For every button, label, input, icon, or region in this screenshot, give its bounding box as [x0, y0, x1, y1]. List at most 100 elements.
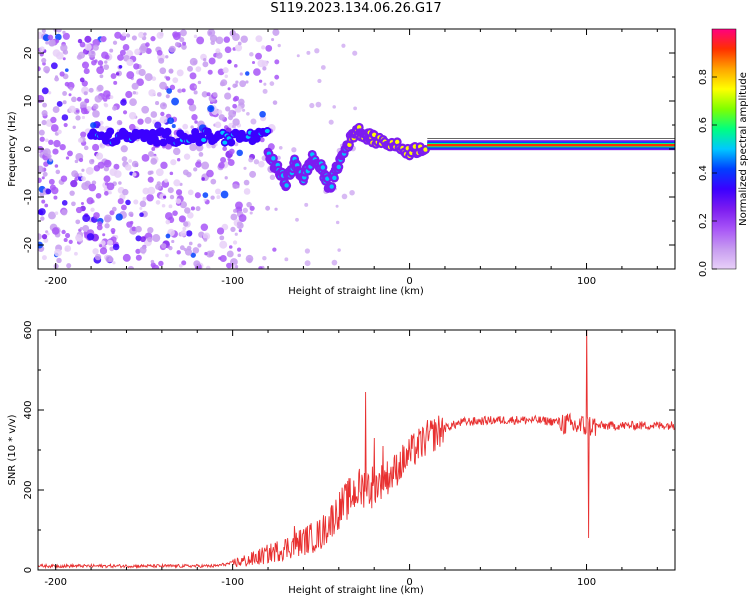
spectrogram-noise-blob — [77, 137, 83, 143]
spectrogram-noise-blob — [167, 187, 174, 194]
spectrogram-noise-blob — [117, 54, 124, 61]
spectrogram-noise-blob — [232, 103, 238, 109]
spectrogram-noise-blob — [261, 60, 269, 67]
spectrogram-noise-blob — [317, 78, 322, 84]
spectrogram-noise-blob — [53, 195, 58, 200]
spectrogram-noise-blob — [61, 200, 68, 206]
spectrogram-noise-blob — [224, 74, 229, 79]
spectrogram-noise-blob — [156, 181, 162, 186]
spectrogram-noise-blob — [228, 115, 233, 121]
spectrogram-noise-blob — [158, 260, 164, 267]
spectrogram-noise-blob — [80, 201, 84, 206]
spectrogram-noise-blob — [304, 248, 311, 254]
spectrogram-noise-blob — [206, 169, 214, 178]
spectrogram-noise-blob — [69, 190, 75, 196]
spectrogram-noise-blob — [258, 160, 265, 168]
spectrogram-noise-blob — [66, 263, 72, 269]
spectrogram-noise-blob — [210, 178, 217, 185]
spectrogram-noise-blob — [214, 121, 222, 129]
spectrogram-noise-blob — [79, 101, 87, 109]
spectrogram-noise-blob — [90, 122, 97, 129]
spectrogram-noise-blob — [138, 31, 145, 39]
spectrogram-noise-blob — [128, 211, 134, 217]
spectrogram-noise-blob — [236, 185, 240, 189]
spectrogram-noise-blob — [103, 102, 107, 107]
spectrogram-noise-blob — [94, 59, 98, 63]
spectrogram-noise-blob — [234, 142, 239, 147]
spectrogram-noise-blob — [135, 248, 141, 254]
spectrogram-noise-blob — [38, 177, 42, 184]
spectrogram-noise-blob — [337, 248, 341, 252]
spectrogram-noise-blob — [82, 224, 90, 232]
spectrogram-noise-blob — [219, 81, 225, 87]
spectrogram-noise-blob — [109, 95, 114, 100]
spectrogram-noise-blob — [61, 209, 68, 216]
spectrogram-track-core — [332, 175, 337, 181]
spectrogram-noise-blob — [152, 234, 161, 243]
spectrogram-noise-blob — [48, 178, 55, 185]
spectrogram-noise-blob — [78, 172, 83, 177]
spectrogram-noise-blob — [202, 192, 209, 199]
spectrogram-noise-blob — [54, 164, 59, 168]
spectrogram-ytick-label: 20 — [23, 47, 34, 60]
spectrogram-noise-blob — [215, 52, 223, 59]
spectrogram-noise-blob — [253, 68, 261, 76]
spectrogram-noise-blob — [178, 263, 183, 268]
spectrogram-noise-blob — [160, 111, 165, 117]
spectrogram-noise-blob — [151, 264, 160, 269]
spectrogram-noise-blob — [48, 39, 56, 47]
spectrogram-noise-blob — [125, 90, 133, 99]
spectrogram-noise-blob — [92, 143, 100, 151]
spectrogram-noise-blob — [243, 179, 250, 186]
spectrogram-noise-blob — [172, 31, 179, 38]
spectrogram-ytick-label: 0 — [23, 146, 34, 152]
spectrogram-noise-blob — [176, 158, 181, 162]
spectrogram-noise-blob — [156, 31, 164, 39]
spectrogram-noise-blob — [95, 152, 104, 160]
spectrogram-noise-blob — [154, 121, 162, 129]
spectrogram-noise-blob — [132, 172, 137, 177]
spectrogram-noise-blob — [92, 44, 99, 51]
spectrogram-noise-blob — [59, 71, 65, 77]
spectrogram-noise-blob — [96, 66, 105, 75]
spectrogram-carrier-blob — [163, 127, 172, 136]
spectrogram-noise-blob — [202, 232, 211, 240]
spectrogram-noise-blob — [230, 258, 238, 266]
spectrogram-noise-blob — [190, 252, 196, 258]
spectrogram-noise-blob — [112, 40, 118, 45]
spectrogram-noise-blob — [141, 105, 150, 114]
spectrogram-noise-blob — [201, 177, 205, 181]
spectrogram-noise-blob — [81, 115, 86, 120]
spectrogram-noise-blob — [255, 35, 263, 43]
spectrogram-noise-blob — [222, 146, 228, 152]
spectrogram-noise-blob — [78, 157, 84, 163]
spectrogram-noise-blob — [277, 43, 281, 48]
spectrogram-noise-blob — [232, 240, 238, 245]
spectrogram-noise-blob — [226, 250, 234, 258]
spectrogram-noise-blob — [262, 255, 267, 261]
spectrogram-noise-blob — [83, 145, 89, 151]
spectrogram-noise-blob — [103, 90, 111, 98]
spectrogram-noise-blob — [41, 87, 49, 95]
spectrogram-noise-blob — [173, 179, 181, 187]
spectrogram-noise-blob — [159, 81, 167, 90]
spectrogram-noise-blob — [41, 119, 47, 126]
spectrogram-noise-blob — [194, 192, 201, 199]
spectrogram-noise-blob — [242, 207, 248, 213]
spectrogram-noise-blob — [147, 170, 153, 176]
spectrogram-noise-blob — [193, 90, 198, 95]
spectrogram-carrier-core — [222, 140, 228, 145]
spectrogram-noise-blob — [89, 158, 95, 165]
colorbar-frame — [711, 28, 737, 270]
spectrogram-noise-blob — [62, 91, 68, 96]
spectrogram-noise-blob — [196, 36, 205, 45]
spectrogram-noise-blob — [126, 71, 135, 80]
spectrogram-track-core — [336, 164, 342, 170]
spectrogram-noise-blob — [234, 264, 239, 269]
spectrogram-noise-blob — [106, 115, 113, 121]
spectrogram-noise-blob — [304, 260, 311, 267]
spectrogram-noise-blob — [120, 99, 127, 106]
spectrogram-noise-blob — [218, 256, 222, 260]
spectrogram-noise-blob — [134, 48, 141, 56]
spectrogram-noise-blob — [71, 96, 77, 103]
